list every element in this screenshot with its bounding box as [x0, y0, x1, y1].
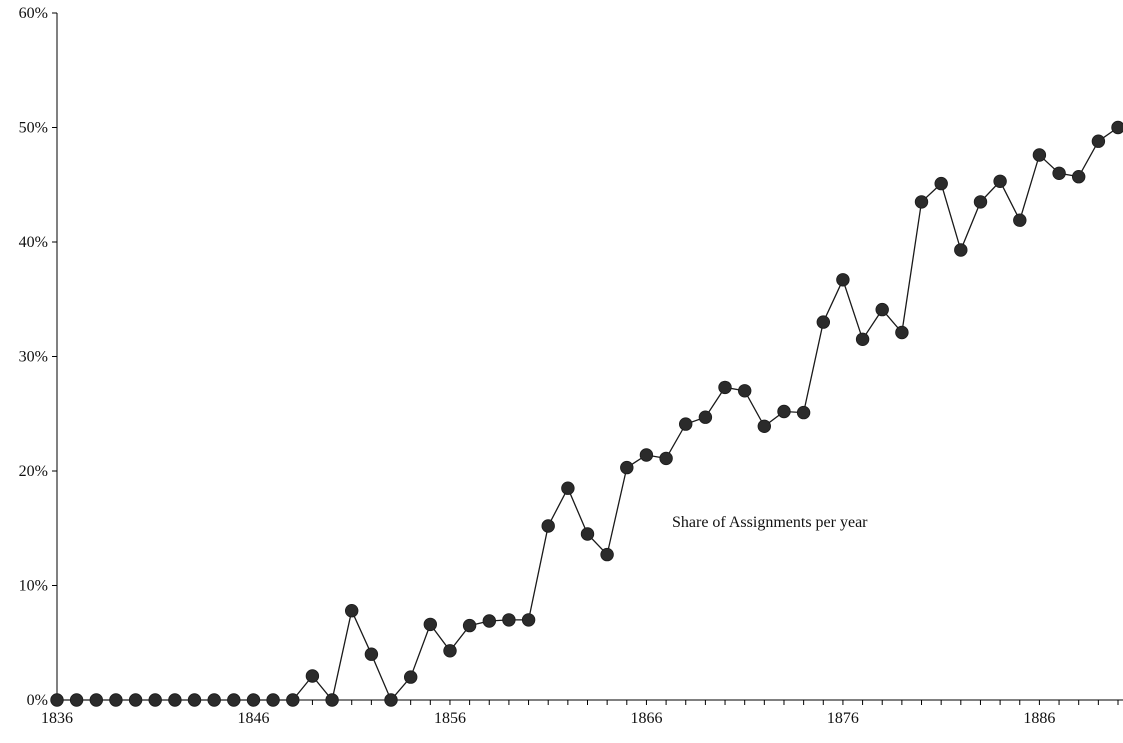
y-tick-label: 30% [19, 349, 48, 366]
y-tick-label: 0% [27, 692, 48, 709]
data-point [443, 644, 457, 658]
data-point [89, 693, 104, 707]
data-point [659, 451, 673, 466]
data-point [168, 693, 182, 707]
data-point [325, 693, 339, 707]
data-point [423, 617, 438, 632]
data-point [404, 670, 418, 684]
series [57, 126, 1119, 702]
x-tick-label: 1846 [237, 710, 269, 727]
data-point [796, 405, 811, 420]
axes [56, 13, 1123, 701]
data-point [914, 195, 929, 209]
data-point [227, 693, 241, 707]
data-point [600, 547, 614, 562]
x-tick-labels: 1836 1846 1856 1866 1876 1886 [41, 710, 1055, 727]
data-point [816, 315, 831, 329]
data-point [109, 693, 123, 707]
x-tick-label: 1856 [434, 710, 466, 727]
data-point [639, 448, 654, 462]
data-point [364, 647, 379, 661]
data-point [836, 273, 850, 287]
data-point [148, 693, 162, 707]
data-point [246, 693, 261, 707]
data-point [1091, 134, 1106, 148]
data-point [187, 693, 202, 707]
data-point [462, 618, 477, 633]
data-point [895, 325, 909, 340]
data-point [620, 460, 634, 475]
data-point [561, 481, 575, 495]
data-point [1013, 213, 1027, 227]
data-point [286, 693, 300, 707]
data-point [580, 527, 595, 541]
data-point [973, 195, 988, 209]
y-tick-label: 50% [19, 120, 48, 137]
x-tick-label: 1836 [41, 710, 73, 727]
data-point [305, 669, 320, 683]
data-point [1052, 166, 1066, 181]
data-point [875, 302, 889, 317]
ticks [52, 12, 1119, 705]
data-point [679, 417, 693, 431]
y-tick-label: 60% [19, 5, 48, 22]
series-annotation: Share of Assignments per year [672, 514, 868, 531]
data-point [1111, 120, 1123, 135]
data-point [934, 176, 948, 191]
data-point [855, 332, 870, 347]
data-point [266, 693, 280, 707]
data-point [777, 404, 791, 419]
x-tick-label: 1876 [827, 710, 859, 727]
data-point [757, 419, 772, 434]
y-tick-label: 20% [19, 463, 48, 480]
data-point [738, 384, 752, 398]
data-point [541, 519, 555, 533]
y-tick-label: 40% [19, 234, 48, 251]
data-point [482, 614, 497, 628]
data-point [345, 604, 359, 618]
data-point [384, 693, 398, 707]
y-tick-labels: 0% 10% 20% 30% 40% 50% 60% [19, 5, 48, 709]
y-tick-label: 10% [19, 578, 48, 595]
data-point [1071, 169, 1086, 184]
data-point [207, 693, 221, 707]
data-points [50, 120, 1123, 707]
x-tick-label: 1886 [1023, 710, 1055, 727]
data-point [69, 693, 84, 707]
data-point [954, 243, 968, 257]
data-point [128, 693, 143, 707]
data-point [718, 380, 732, 395]
data-point [993, 174, 1007, 189]
data-point [1032, 148, 1047, 162]
data-point [50, 693, 64, 707]
data-point [698, 410, 713, 424]
x-tick-label: 1866 [630, 710, 662, 727]
data-point [502, 613, 516, 627]
data-point [521, 613, 536, 627]
series-line [57, 126, 1119, 702]
